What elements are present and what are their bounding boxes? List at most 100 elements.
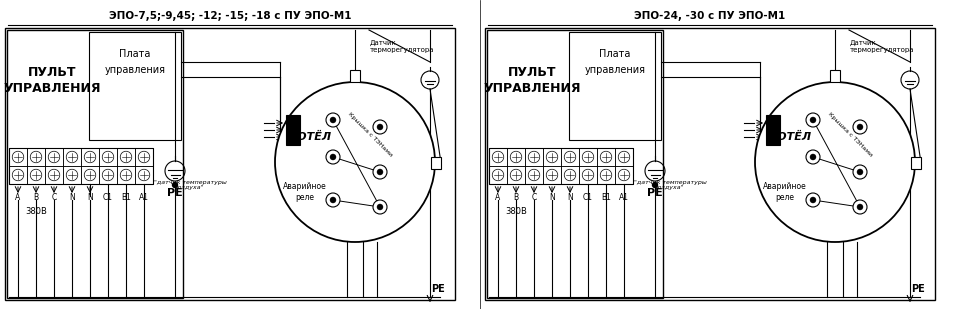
Circle shape xyxy=(373,165,387,179)
Bar xyxy=(561,166,579,184)
Text: 380В: 380В xyxy=(505,206,527,215)
Text: B: B xyxy=(514,193,518,202)
Circle shape xyxy=(377,124,383,130)
Bar xyxy=(543,166,561,184)
Bar xyxy=(561,148,579,166)
Text: N: N xyxy=(69,193,75,202)
Text: Плата: Плата xyxy=(599,49,631,59)
Text: B1: B1 xyxy=(601,193,611,202)
Circle shape xyxy=(326,193,340,207)
Circle shape xyxy=(326,150,340,164)
Circle shape xyxy=(806,150,820,164)
Bar xyxy=(9,148,27,166)
Bar xyxy=(45,166,63,184)
Circle shape xyxy=(377,169,383,175)
Bar xyxy=(507,166,525,184)
Bar xyxy=(525,148,543,166)
Bar xyxy=(63,148,81,166)
Bar xyxy=(286,115,300,145)
Text: N: N xyxy=(87,193,93,202)
Text: КОТЁЛ: КОТЁЛ xyxy=(288,132,331,142)
Text: C1: C1 xyxy=(103,193,113,202)
Circle shape xyxy=(373,120,387,134)
Bar xyxy=(543,148,561,166)
Text: 380В: 380В xyxy=(25,206,47,215)
Text: Аварийное
реле: Аварийное реле xyxy=(763,182,806,202)
Text: Плата: Плата xyxy=(119,49,151,59)
Circle shape xyxy=(275,82,435,242)
Bar xyxy=(507,148,525,166)
Text: ПУЛЬТ: ПУЛЬТ xyxy=(508,66,556,78)
Bar xyxy=(81,166,99,184)
Circle shape xyxy=(857,169,863,175)
Text: управления: управления xyxy=(105,65,165,75)
Circle shape xyxy=(326,113,340,127)
Text: C: C xyxy=(532,193,537,202)
Bar xyxy=(597,166,615,184)
Text: УПРАВЛЕНИЯ: УПРАВЛЕНИЯ xyxy=(483,82,581,95)
Text: Крышка с ТЭНами: Крышка с ТЭНами xyxy=(827,111,873,157)
Circle shape xyxy=(330,197,336,203)
Text: A1: A1 xyxy=(619,193,629,202)
Bar xyxy=(766,115,780,145)
Circle shape xyxy=(653,183,658,188)
Circle shape xyxy=(173,183,178,188)
Text: "датчик температуры
воздуха": "датчик температуры воздуха" xyxy=(154,180,227,190)
Bar xyxy=(487,30,663,298)
Text: B: B xyxy=(34,193,38,202)
Bar xyxy=(63,166,81,184)
Circle shape xyxy=(810,197,816,203)
Text: РЕ: РЕ xyxy=(431,284,444,294)
Text: Крышка с ТЭНами: Крышка с ТЭНами xyxy=(347,111,393,157)
Bar xyxy=(615,148,633,166)
Bar xyxy=(135,148,153,166)
Text: Аварийное
реле: Аварийное реле xyxy=(283,182,326,202)
Bar xyxy=(89,32,181,140)
Text: РЕ: РЕ xyxy=(167,188,182,198)
Circle shape xyxy=(857,204,863,210)
Bar xyxy=(431,157,441,169)
Text: Датчик
терморегулятора: Датчик терморегулятора xyxy=(850,40,915,53)
Text: B1: B1 xyxy=(121,193,131,202)
Circle shape xyxy=(330,117,336,123)
Text: N: N xyxy=(567,193,573,202)
Bar xyxy=(911,157,921,169)
Circle shape xyxy=(377,204,383,210)
Circle shape xyxy=(853,165,867,179)
Bar xyxy=(485,28,935,300)
Text: C: C xyxy=(52,193,57,202)
Bar xyxy=(9,166,27,184)
Text: ЭПО-7,5;-9,45; -12; -15; -18 с ПУ ЭПО-М1: ЭПО-7,5;-9,45; -12; -15; -18 с ПУ ЭПО-М1 xyxy=(108,11,351,21)
Bar xyxy=(27,166,45,184)
Text: A1: A1 xyxy=(139,193,149,202)
Bar xyxy=(350,70,360,82)
Bar xyxy=(27,148,45,166)
Text: ПУЛЬТ: ПУЛЬТ xyxy=(28,66,76,78)
Circle shape xyxy=(857,124,863,130)
Circle shape xyxy=(853,200,867,214)
Circle shape xyxy=(810,154,816,160)
Text: КОТЁЛ: КОТЁЛ xyxy=(768,132,811,142)
Text: N: N xyxy=(549,193,555,202)
Bar xyxy=(135,166,153,184)
Circle shape xyxy=(853,120,867,134)
Bar xyxy=(489,148,633,184)
Text: A: A xyxy=(495,193,500,202)
Bar xyxy=(5,28,455,300)
Bar xyxy=(489,148,507,166)
Bar xyxy=(525,166,543,184)
Bar xyxy=(81,148,99,166)
Text: "датчик температуры
воздуха": "датчик температуры воздуха" xyxy=(634,180,707,190)
Bar xyxy=(117,148,135,166)
Text: Датчик
терморегулятора: Датчик терморегулятора xyxy=(370,40,435,53)
Circle shape xyxy=(810,117,816,123)
Bar xyxy=(99,148,117,166)
Text: C1: C1 xyxy=(583,193,593,202)
Circle shape xyxy=(806,113,820,127)
Text: РЕ: РЕ xyxy=(911,284,924,294)
Bar xyxy=(99,166,117,184)
Circle shape xyxy=(330,154,336,160)
Circle shape xyxy=(806,193,820,207)
Bar xyxy=(117,166,135,184)
Text: РЕ: РЕ xyxy=(647,188,662,198)
